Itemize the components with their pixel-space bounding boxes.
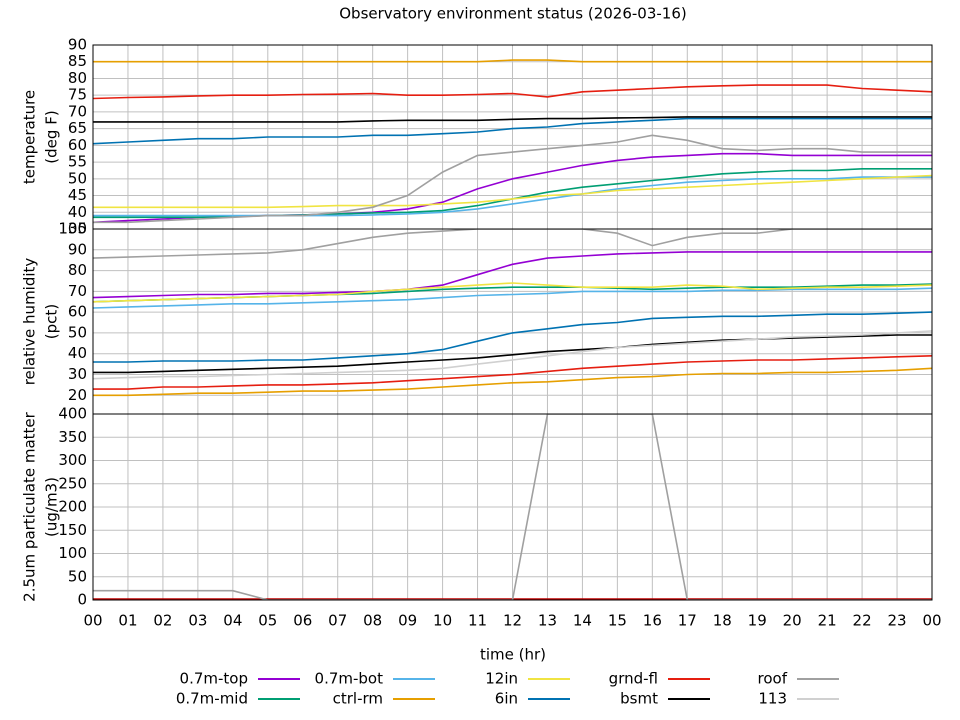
y-tick-label: 100 [58, 544, 87, 562]
legend-label: 113 [758, 690, 787, 708]
x-tick-label: 18 [713, 612, 732, 630]
y-axis-label: temperature [21, 90, 39, 184]
x-tick-label: 23 [887, 612, 906, 630]
series-line [93, 282, 932, 303]
series-line [93, 330, 932, 380]
series-line [93, 134, 932, 224]
y-tick-label: 0 [77, 591, 87, 609]
y-tick-label: 55 [68, 153, 87, 171]
x-tick-label: 06 [293, 612, 312, 630]
x-tick-label: 04 [223, 612, 242, 630]
legend-label: ctrl-rm [333, 690, 383, 708]
x-axis-label: time (hr) [480, 646, 546, 664]
y-tick-label: 70 [68, 102, 87, 120]
x-tick-label: 11 [468, 612, 487, 630]
y-tick-label: 35 [68, 220, 87, 238]
y-tick-label: 85 [68, 52, 87, 70]
y-axis-label: (deg F) [43, 110, 61, 163]
legend-label: grnd-fl [609, 670, 658, 688]
series-line [93, 174, 932, 209]
y-tick-label: 50 [68, 169, 87, 187]
y-tick-label: 60 [68, 303, 87, 321]
x-tick-label: 13 [538, 612, 557, 630]
y-axis-label: (ug/m3) [43, 477, 61, 537]
y-tick-label: 20 [68, 386, 87, 404]
series-line [93, 367, 932, 397]
legend-label: 0.7m-mid [176, 690, 248, 708]
series-line [93, 59, 932, 63]
y-axis-label: (pct) [43, 304, 61, 339]
x-tick-label: 10 [433, 612, 452, 630]
x-tick-label: 14 [573, 612, 592, 630]
legend-label: 0.7m-top [180, 670, 248, 688]
x-tick-label: 00 [922, 612, 941, 630]
y-tick-label: 90 [68, 240, 87, 258]
chart-title: Observatory environment status (2026-03-… [339, 5, 687, 23]
legend-label: roof [758, 670, 788, 688]
y-tick-label: 80 [68, 69, 87, 87]
y-tick-label: 60 [68, 136, 87, 154]
y-tick-label: 45 [68, 186, 87, 204]
y-tick-label: 40 [68, 203, 87, 221]
x-tick-label: 15 [608, 612, 627, 630]
series-line [93, 117, 932, 145]
y-tick-label: 65 [68, 119, 87, 137]
y-tick-label: 150 [58, 521, 87, 539]
x-tick-label: 01 [118, 612, 137, 630]
x-tick-label: 09 [398, 612, 417, 630]
x-tick-label: 05 [258, 612, 277, 630]
series-line [93, 355, 932, 390]
y-axis-label: relative humidity [21, 258, 39, 386]
y-tick-label: 50 [68, 323, 87, 341]
y-tick-label: 50 [68, 567, 87, 585]
series-line [93, 334, 932, 374]
x-tick-label: 22 [853, 612, 872, 630]
series-line [93, 311, 932, 363]
y-axis-label: 2.5um particulate matter [21, 411, 39, 601]
y-tick-label: 100 [58, 220, 87, 238]
series-line [93, 251, 932, 299]
y-tick-label: 400 [58, 405, 87, 423]
legend-label: 0.7m-bot [315, 670, 384, 688]
y-tick-label: 90 [68, 36, 87, 54]
y-tick-label: 30 [68, 365, 87, 383]
y-tick-label: 70 [68, 282, 87, 300]
x-tick-label: 16 [643, 612, 662, 630]
y-tick-label: 40 [68, 344, 87, 362]
y-tick-label: 250 [58, 474, 87, 492]
x-tick-label: 17 [678, 612, 697, 630]
y-tick-label: 300 [58, 451, 87, 469]
x-tick-label: 19 [748, 612, 767, 630]
x-tick-label: 00 [83, 612, 102, 630]
legend-label: 6in [495, 690, 518, 708]
series-line [93, 287, 932, 309]
x-tick-label: 20 [783, 612, 802, 630]
x-tick-label: 03 [188, 612, 207, 630]
y-tick-label: 75 [68, 86, 87, 104]
x-tick-label: 02 [153, 612, 172, 630]
legend-label: bsmt [620, 690, 658, 708]
x-tick-label: 08 [363, 612, 382, 630]
x-tick-label: 21 [818, 612, 837, 630]
x-tick-label: 07 [328, 612, 347, 630]
y-tick-label: 350 [58, 428, 87, 446]
series-line [93, 414, 932, 600]
series-line [93, 229, 932, 259]
y-tick-label: 80 [68, 261, 87, 279]
y-tick-label: 200 [58, 498, 87, 516]
plot-frame [92, 413, 933, 601]
series-line [93, 176, 932, 217]
series-line [93, 84, 932, 100]
legend-label: 12in [485, 670, 518, 688]
x-tick-label: 12 [503, 612, 522, 630]
series-line [93, 116, 932, 123]
